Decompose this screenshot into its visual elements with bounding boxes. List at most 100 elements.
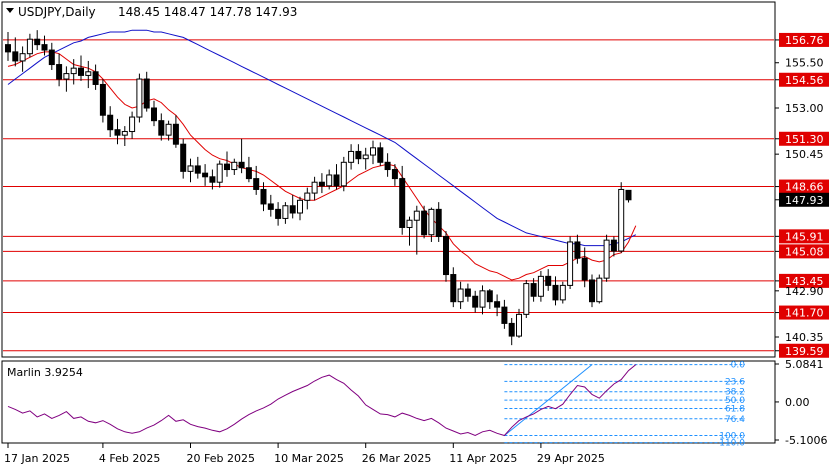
dropdown-triangle-icon[interactable] [6,8,14,13]
price-tick-label: 148.66 [785,181,824,194]
time-tick-label: 11 Apr 2025 [449,452,517,465]
candle-body-bear [5,44,11,53]
candle [56,53,63,87]
candlesticks [5,30,632,346]
candle-body-bear [202,172,209,178]
candle [267,194,274,217]
candle-body-bull [537,275,544,297]
candle-body-bull [282,205,289,219]
candle-body-bull [348,150,355,163]
time-tick-label: 10 Mar 2025 [274,452,344,465]
candle-body-bear [260,188,267,205]
candle [114,118,121,145]
osc-tick-label: 5.0841 [785,358,824,371]
candle [413,205,420,255]
fib-level-label: 50.0 [725,396,745,406]
level-price-tag [779,32,829,47]
candle [457,281,464,309]
candle-body-bear [464,288,471,297]
candle [143,71,150,112]
candle-body-bear [158,120,165,136]
candle [158,113,165,141]
candle [537,270,544,302]
ohlc-values: 148.45 148.47 147.78 147.93 [118,5,297,19]
price-tick-label: 139.59 [785,345,824,358]
candle [552,276,559,306]
candle-body-bear [253,178,260,190]
candle-body-bear [486,290,493,303]
candle-body-bull [19,53,26,62]
candle-body-bull [129,116,136,133]
candle [472,290,479,313]
candle-body-bear [450,274,457,303]
candle [348,144,355,170]
candle [428,207,435,242]
candle [406,216,413,246]
time-axis: 17 Jan 2025 4 Feb 2025 20 Feb 2025 10 Mar 2… [4,443,605,465]
candle [589,274,595,308]
candle [516,308,522,338]
candle [625,189,632,203]
time-tick-label: 4 Feb 2025 [99,452,160,465]
slow-ma-line [7,29,637,247]
level-price-tag [779,179,829,194]
candle-body-bull [340,161,347,187]
candle-body-bear [99,83,106,116]
candle [603,234,610,282]
candle [187,158,194,183]
candle [70,59,77,85]
candle [501,299,508,329]
candle-body-bear [289,205,296,214]
price-pane-frame [1,1,776,358]
candle-body-bear [494,301,501,308]
fib-trend-line [504,364,593,436]
time-tick-label: 26 Mar 2025 [362,452,432,465]
horizontal-levels [3,39,774,352]
candle [574,234,581,264]
candle-body-bull [370,147,376,156]
oscillator-line-path [7,364,637,437]
candle-body-bear [78,67,84,76]
candle [151,100,157,127]
candle-body-bear [443,236,449,276]
candle [523,279,530,318]
level-price-tag [779,72,829,87]
fib-level-label: 110.0 [719,439,745,449]
candle [377,142,384,166]
candle [486,289,493,309]
candle [238,138,245,174]
candle-body-bull [304,192,311,201]
price-tick-label: 142.90 [785,285,824,298]
candle-body-bear [180,143,187,172]
candle [180,138,187,179]
fib-level-label: 38.2 [725,388,745,398]
candle-body-bull [428,208,435,236]
candle-body-bear [267,203,274,210]
candle-body-bull [85,71,92,76]
candle-body-bull [231,161,238,171]
candle [596,274,603,304]
candle [48,42,55,70]
candle-body-bull [63,73,70,80]
candle [370,140,376,165]
oscillator-pane-frame [1,360,776,444]
candle-body-bull [406,219,413,228]
candle [165,120,172,141]
level-price-tag [779,343,829,358]
time-tick-label: 29 Apr 2025 [537,452,605,465]
price-tick-label: 153.00 [785,102,824,115]
candle [172,115,179,148]
candle [107,106,114,137]
price-tick-label: 154.56 [785,74,824,87]
candle-body-bull [596,277,603,303]
level-price-tag [779,131,829,146]
candle [340,156,347,192]
candle [464,283,471,302]
candle-body-bear [472,295,479,308]
candle-body-bull [479,290,486,308]
candle-body-bear [421,210,428,236]
candle [479,285,486,315]
candle [333,164,340,190]
candle-body-bear [209,176,216,183]
